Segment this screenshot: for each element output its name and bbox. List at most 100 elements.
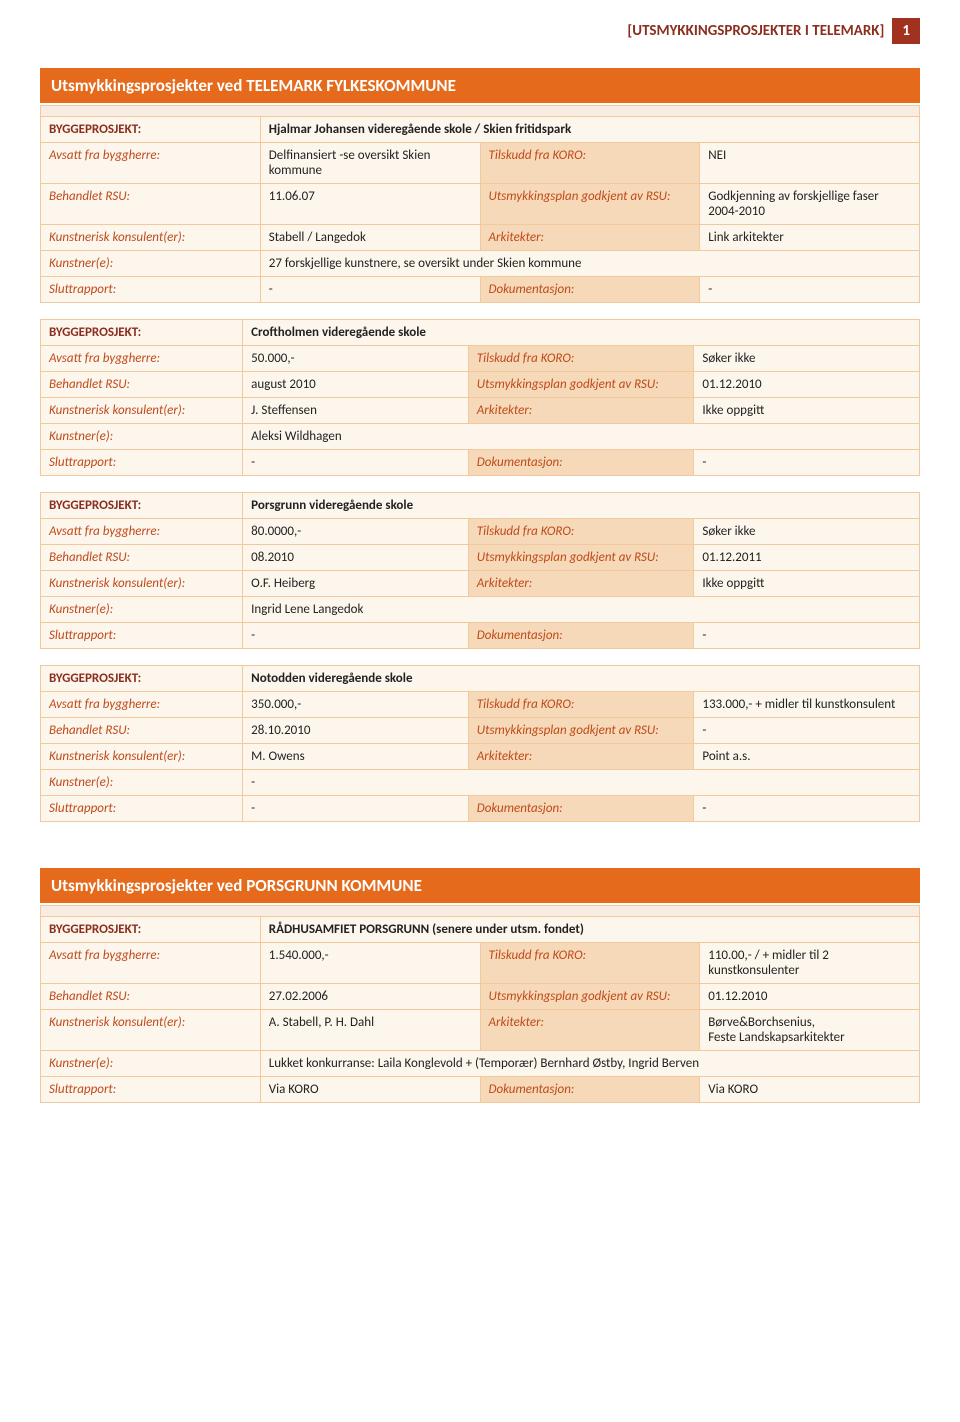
label-byggeprosjekt: BYGGEPROSJEKT: [41,666,243,692]
val-byggeprosjekt: Porsgrunn videregående skole [243,493,920,519]
label-konsulent: Kunstnerisk konsulent(er): [41,744,243,770]
val-utsmyk: Godkjenning av forskjellige faser 2004-2… [700,184,920,225]
val-konsulent: M. Owens [243,744,469,770]
label-tilskudd: Tilskudd fra KORO: [468,519,694,545]
label-dok: Dokumentasjon: [468,796,694,822]
label-dok: Dokumentasjon: [468,623,694,649]
val-arkitekt: Børve&Borchsenius,Feste Landskapsarkitek… [700,1010,920,1051]
label-kunstner: Kunstner(e): [41,770,243,796]
val-slutt: - [243,623,469,649]
label-avsatt: Avsatt fra byggherre: [41,346,243,372]
val-avsatt: 350.000,- [243,692,469,718]
project-table: BYGGEPROSJEKT: RÅDHUSAMFIET PORSGRUNN (s… [40,905,920,1103]
val-avsatt: 1.540.000,- [260,943,480,984]
label-behandlet: Behandlet RSU: [41,184,261,225]
val-kunstner: Lukket konkurranse: Laila Konglevold + (… [260,1051,919,1077]
label-konsulent: Kunstnerisk konsulent(er): [41,398,243,424]
label-tilskudd: Tilskudd fra KORO: [480,943,700,984]
label-utsmyk: Utsmykkingsplan godkjent av RSU: [468,718,694,744]
val-konsulent: J. Steffensen [243,398,469,424]
val-kunstner: - [243,770,920,796]
label-dok: Dokumentasjon: [480,277,700,303]
page-header-title: [UTSMYKKINGSPROSJEKTER I TELEMARK] [627,22,884,40]
label-avsatt: Avsatt fra byggherre: [41,943,261,984]
label-behandlet: Behandlet RSU: [41,984,261,1010]
label-slutt: Sluttrapport: [41,450,243,476]
val-konsulent: Stabell / Langedok [260,225,480,251]
label-slutt: Sluttrapport: [41,277,261,303]
val-slutt: - [243,450,469,476]
label-byggeprosjekt: BYGGEPROSJEKT: [41,320,243,346]
val-utsmyk: 01.12.2011 [694,545,920,571]
val-behandlet: 27.02.2006 [260,984,480,1010]
label-avsatt: Avsatt fra byggherre: [41,519,243,545]
val-tilskudd: NEI [700,143,920,184]
val-dok: Via KORO [700,1077,920,1103]
label-dok: Dokumentasjon: [468,450,694,476]
label-kunstner: Kunstner(e): [41,597,243,623]
label-slutt: Sluttrapport: [41,1077,261,1103]
page-number: 1 [892,18,920,44]
val-arkitekt: Ikke oppgitt [694,571,920,597]
val-slutt: - [260,277,480,303]
label-avsatt: Avsatt fra byggherre: [41,143,261,184]
val-byggeprosjekt: Hjalmar Johansen videregående skole / Sk… [260,117,919,143]
val-byggeprosjekt: RÅDHUSAMFIET PORSGRUNN (senere under uts… [260,917,919,943]
label-kunstner: Kunstner(e): [41,424,243,450]
val-konsulent: A. Stabell, P. H. Dahl [260,1010,480,1051]
val-utsmyk: 01.12.2010 [694,372,920,398]
val-dok: - [694,796,920,822]
label-tilskudd: Tilskudd fra KORO: [480,143,700,184]
label-konsulent: Kunstnerisk konsulent(er): [41,1010,261,1051]
label-arkitekt: Arkitekter: [468,398,694,424]
val-byggeprosjekt: Notodden videregående skole [243,666,920,692]
label-tilskudd: Tilskudd fra KORO: [468,346,694,372]
label-arkitekt: Arkitekter: [480,225,700,251]
val-byggeprosjekt: Croftholmen videregående skole [243,320,920,346]
val-tilskudd: Søker ikke [694,519,920,545]
val-avsatt: Delfinansiert -se oversikt Skien kommune [260,143,480,184]
label-avsatt: Avsatt fra byggherre: [41,692,243,718]
val-tilskudd: 110.00,- / + midler til 2 kunstkonsulent… [700,943,920,984]
project-table: BYGGEPROSJEKT: Hjalmar Johansen videregå… [40,105,920,303]
label-utsmyk: Utsmykkingsplan godkjent av RSU: [480,184,700,225]
label-behandlet: Behandlet RSU: [41,372,243,398]
val-dok: - [694,450,920,476]
val-behandlet: 11.06.07 [260,184,480,225]
label-utsmyk: Utsmykkingsplan godkjent av RSU: [468,545,694,571]
label-behandlet: Behandlet RSU: [41,545,243,571]
project-table: BYGGEPROSJEKT: Croftholmen videregående … [40,319,920,476]
label-slutt: Sluttrapport: [41,623,243,649]
val-behandlet: 08.2010 [243,545,469,571]
label-byggeprosjekt: BYGGEPROSJEKT: [41,917,261,943]
val-dok: - [694,623,920,649]
val-tilskudd: 133.000,- + midler til kunstkonsulent [694,692,920,718]
project-table: BYGGEPROSJEKT: Notodden videregående sko… [40,665,920,822]
val-behandlet: august 2010 [243,372,469,398]
val-arkitekt: Link arkitekter [700,225,920,251]
project-table: BYGGEPROSJEKT: Porsgrunn videregående sk… [40,492,920,649]
section-title: Utsmykkingsprosjekter ved PORSGRUNN KOMM… [40,868,920,903]
label-tilskudd: Tilskudd fra KORO: [468,692,694,718]
val-kunstner: Aleksi Wildhagen [243,424,920,450]
val-utsmyk: - [694,718,920,744]
page-header: [UTSMYKKINGSPROSJEKTER I TELEMARK] 1 [40,18,920,44]
val-arkitekt: Point a.s. [694,744,920,770]
val-kunstner: 27 forskjellige kunstnere, se oversikt u… [260,251,919,277]
label-kunstner: Kunstner(e): [41,1051,261,1077]
val-arkitekt: Ikke oppgitt [694,398,920,424]
label-arkitekt: Arkitekter: [468,571,694,597]
label-dok: Dokumentasjon: [480,1077,700,1103]
val-kunstner: Ingrid Lene Langedok [243,597,920,623]
val-avsatt: 50.000,- [243,346,469,372]
val-behandlet: 28.10.2010 [243,718,469,744]
label-kunstner: Kunstner(e): [41,251,261,277]
val-avsatt: 80.0000,- [243,519,469,545]
label-byggeprosjekt: BYGGEPROSJEKT: [41,117,261,143]
label-konsulent: Kunstnerisk konsulent(er): [41,571,243,597]
label-behandlet: Behandlet RSU: [41,718,243,744]
label-slutt: Sluttrapport: [41,796,243,822]
label-konsulent: Kunstnerisk konsulent(er): [41,225,261,251]
val-slutt: - [243,796,469,822]
label-utsmyk: Utsmykkingsplan godkjent av RSU: [468,372,694,398]
